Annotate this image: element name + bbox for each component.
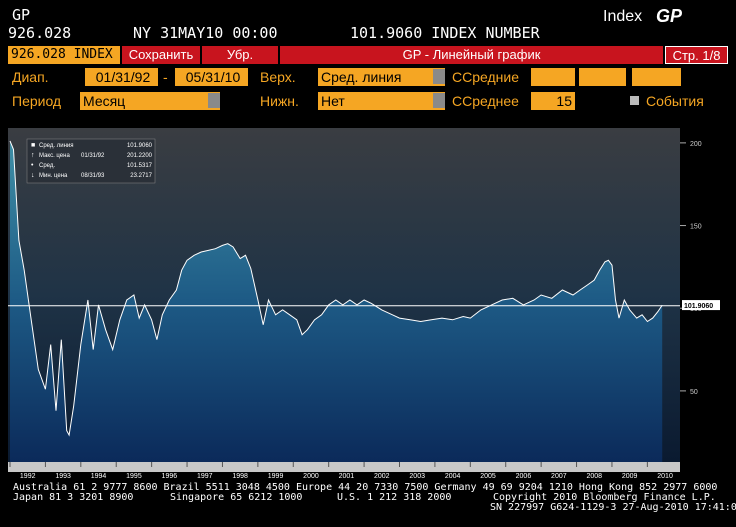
index-label: Index [603, 8, 643, 25]
legend-symbol: ↑ [31, 152, 35, 159]
legend-box [26, 138, 156, 184]
footer-part: Japan 81 3 3201 8900 [13, 492, 134, 503]
upper-value: Сред. линия [321, 69, 402, 85]
last-value-label: 101.9060 [684, 303, 713, 310]
x-tick-label: 2002 [374, 473, 390, 480]
y-tick-label: 150 [690, 224, 702, 231]
legend-date: 01/31/92 [81, 153, 105, 159]
x-tick-label: 2007 [551, 473, 567, 480]
events-checkbox[interactable] [630, 96, 639, 105]
x-tick-label: 2008 [586, 473, 602, 480]
y-tick-label: 200 [690, 141, 702, 148]
x-tick-label: 1998 [232, 473, 248, 480]
legend-value: 23.2717 [130, 173, 152, 179]
lower-label: Нижн. [260, 93, 299, 109]
legend-symbol: • [31, 162, 34, 169]
legend: ■ Сред. линия 101.9060 ↑ Макс. цена 01/31/92 2… [26, 138, 156, 184]
ma-input[interactable] [579, 68, 626, 86]
legend-name: Сред. [39, 163, 55, 169]
ma-label: ССредние [452, 69, 519, 85]
last-value-box [682, 300, 720, 311]
x-tick-label: 1994 [91, 473, 107, 480]
area-fill [10, 140, 663, 462]
description: 101.9060 INDEX NUMBER [350, 24, 540, 42]
x-tick-label: 1997 [197, 473, 213, 480]
ma-input[interactable] [531, 68, 575, 86]
legend-value: 101.9060 [127, 143, 153, 149]
legend-name: Мин. цена [39, 173, 68, 179]
footer-line: Australia 61 2 9777 8600 Brazil 5511 304… [13, 482, 718, 493]
legend-symbol: ■ [31, 142, 35, 149]
footer-part: Copyright 2010 Bloomberg Finance L.P. [493, 492, 716, 503]
end-date[interactable]: 05/31/10 [175, 68, 248, 86]
time: NY 31MAY10 00:00 [133, 24, 278, 42]
lower-select[interactable]: Нет [318, 92, 445, 110]
x-tick-label: 1992 [20, 473, 36, 480]
upper-label: Верх. [260, 69, 296, 85]
period-value: Месяц [83, 93, 126, 109]
x-tick-label: 2001 [339, 473, 355, 480]
x-tick-label: 1993 [55, 473, 71, 480]
x-tick-label: 2005 [480, 473, 496, 480]
x-tick-label: 1995 [126, 473, 142, 480]
index-code: GP [656, 6, 683, 26]
series-line [9, 140, 663, 437]
x-tick-label: 2009 [622, 473, 638, 480]
events-label: События [646, 93, 704, 109]
x-tick-label: 1996 [162, 473, 178, 480]
legend-date: 08/31/93 [81, 173, 105, 179]
footer-part: U.S. 1 212 318 2000 [337, 492, 452, 503]
ticker: GP [12, 6, 31, 24]
legend-value: 201.2200 [127, 153, 153, 159]
legend-symbol: ↓ [31, 172, 35, 179]
range-label: Диап. [12, 69, 49, 85]
page-indicator[interactable]: Стр. 1/8 [665, 46, 728, 64]
legend-name: Макс. цена [39, 153, 70, 159]
x-axis-strip [8, 462, 680, 472]
start-date[interactable]: 01/31/92 [85, 68, 158, 86]
dash: - [163, 69, 168, 85]
footer-line: SN 227997 G624-1129-3 27-Aug-2010 17:41:… [490, 502, 736, 513]
price: 926.028 [8, 24, 72, 42]
period-label: Период [12, 93, 62, 109]
ma-input[interactable] [632, 68, 681, 86]
y-tick-label: 50 [690, 389, 698, 396]
ma-single-input[interactable]: 15 [531, 92, 575, 110]
x-tick-label: 2004 [445, 473, 461, 480]
remove-button[interactable]: Убр. [202, 46, 278, 64]
legend-name: Сред. линия [39, 143, 73, 149]
x-tick-label: 2010 [657, 473, 673, 480]
save-button[interactable]: Сохранить [122, 46, 200, 64]
period-select[interactable]: Месяц [80, 92, 220, 110]
x-tick-label: 2006 [516, 473, 532, 480]
security-box[interactable]: 926.028 INDEX [8, 46, 120, 64]
footer-part: Singapore 65 6212 1000 [170, 492, 303, 503]
upper-select[interactable]: Сред. линия [318, 68, 445, 86]
x-tick-label: 2000 [303, 473, 319, 480]
legend-value: 101.5317 [127, 163, 153, 169]
chart-title-bar: GP - Линейный график [280, 46, 663, 64]
ma-single-label: ССреднее [452, 93, 519, 109]
x-tick-label: 2003 [409, 473, 425, 480]
x-tick-label: 1999 [268, 473, 284, 480]
lower-value: Нет [321, 93, 345, 109]
